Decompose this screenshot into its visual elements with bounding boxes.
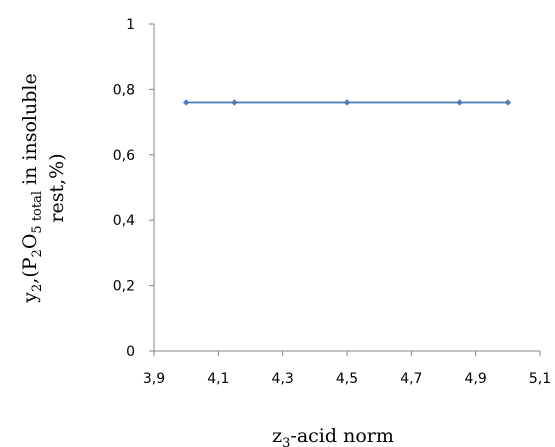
x-tick-label: 3,9 <box>143 371 165 387</box>
y-tick-label: 0,4 <box>113 213 135 229</box>
axes <box>153 24 540 352</box>
data-point <box>182 99 190 106</box>
x-axis-title: z3-acid norm <box>272 425 394 447</box>
x-tick-label: 4,9 <box>465 371 487 387</box>
y-tick-label: 0,8 <box>113 82 135 98</box>
x-tick-label: 5,1 <box>529 371 551 387</box>
x-tick-label: 4,7 <box>400 371 422 387</box>
series-layer <box>182 99 512 106</box>
y-axis-title-line2: rest,%) <box>46 153 68 222</box>
data-point <box>231 99 238 106</box>
y-tick-label: 0,6 <box>113 148 135 164</box>
x-ticks: 3,9 4,1 4,3 4,5 4,7 4,9 5,1 <box>143 351 551 387</box>
y-axis-title-line1: y2,(P2O5 total in insoluble <box>19 73 45 303</box>
y-tick-label: 0,2 <box>113 279 135 295</box>
y-tick-label: 0 <box>126 344 135 360</box>
x-tick-label: 4,3 <box>272 371 294 387</box>
y-ticks: 0 0,2 0,4 0,6 0,8 1 <box>113 17 154 360</box>
data-point <box>504 99 512 106</box>
data-point <box>343 99 351 106</box>
y-tick-label: 1 <box>126 17 135 33</box>
data-point <box>456 99 463 106</box>
x-tick-label: 4,5 <box>336 371 358 387</box>
x-tick-label: 4,1 <box>207 371 229 387</box>
